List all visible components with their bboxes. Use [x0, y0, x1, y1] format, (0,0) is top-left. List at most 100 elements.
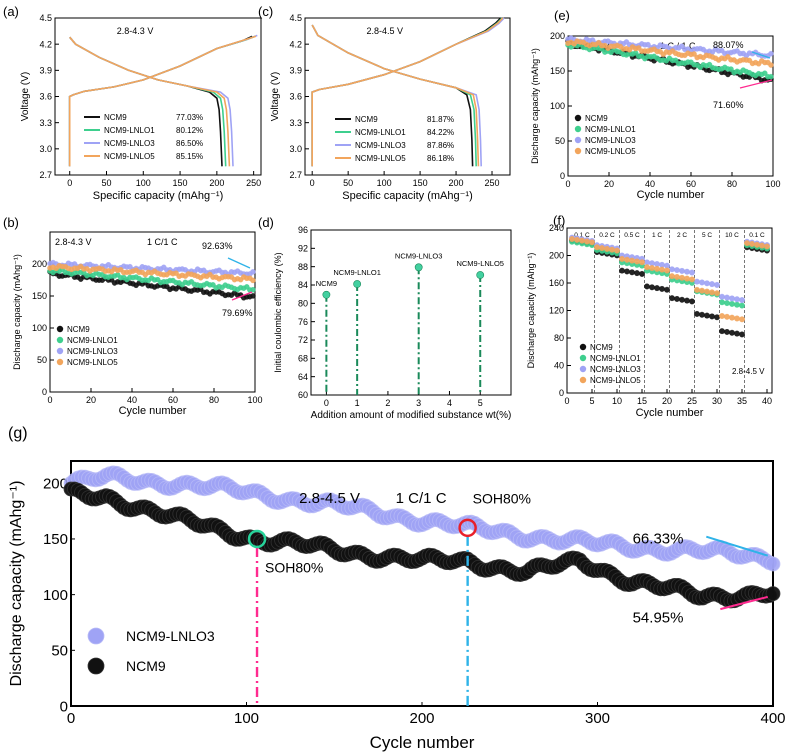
voltage-window: 2.8-4.5 V: [732, 367, 765, 376]
annotation-arrow: [720, 595, 768, 611]
soh-marker: [458, 518, 477, 538]
y-tick-label: 60: [298, 390, 308, 400]
panel-label: (a): [3, 4, 19, 19]
data-point: [699, 311, 705, 318]
legend-name: NCM9-LNLO3: [104, 139, 155, 148]
x-tick-label: 200: [449, 178, 464, 188]
rate-label: 0.1 C: [749, 232, 765, 239]
data-point: [614, 247, 620, 254]
data-point: [659, 285, 665, 292]
data-point: [684, 275, 690, 282]
x-tick-label: 150: [173, 178, 188, 188]
annotation-arrow: [706, 535, 769, 557]
retention-label: 54.95%: [633, 609, 684, 626]
data-point: [734, 330, 740, 337]
efficiency-point: [476, 271, 485, 279]
rate-label: 0.5 C: [624, 232, 640, 239]
legend-value: 80.12%: [176, 126, 203, 135]
data-point: [579, 237, 585, 244]
legend-marker: [574, 147, 582, 155]
y-tick-label: 4.5: [289, 13, 302, 23]
legend-marker: [574, 125, 582, 133]
data-point: [759, 242, 765, 249]
legend-marker: [87, 627, 105, 645]
data-point: [629, 269, 635, 276]
y-tick-label: 3.3: [39, 118, 52, 128]
panel-label: (e): [554, 8, 570, 23]
data-point: [739, 297, 745, 303]
y-tick-label: 0: [42, 387, 47, 397]
x-tick-label: 0: [67, 178, 72, 188]
x-tick-label: 0: [565, 179, 570, 189]
x-tick-label: 5: [589, 396, 594, 406]
data-point: [669, 266, 675, 273]
data-point: [689, 276, 695, 283]
y-tick-label: 150: [43, 531, 68, 548]
data-point: [250, 287, 256, 293]
legend-marker: [579, 354, 587, 362]
panel-f: 0 5 10 15 20 25 30 35 40 0 40 80 120 160 200 240 Cycle n…: [526, 213, 773, 419]
plot-frame: [304, 17, 511, 176]
annotation-arrow: [739, 79, 773, 89]
data-point: [619, 255, 625, 262]
discharge-curve: [69, 36, 231, 167]
data-point: [719, 299, 725, 306]
data-point: [684, 268, 690, 275]
x-tick-label: 20: [86, 395, 96, 405]
x-tick-label: 200: [409, 710, 434, 727]
y-tick-label: 2.7: [39, 170, 52, 180]
rate-label: 1 C: [652, 232, 662, 239]
data-point: [569, 236, 575, 242]
x-axis-label: Specific capacity (mAhg⁻¹): [342, 190, 473, 202]
rate-label: 1 C/1 C: [396, 490, 447, 507]
legend-value: 86.50%: [176, 139, 203, 148]
soh-marker: [247, 529, 267, 549]
data-point: [739, 331, 745, 338]
retention-label: 92.63%: [202, 241, 233, 251]
plot-frame: [49, 231, 256, 393]
data-point: [719, 293, 725, 300]
data-point: [694, 310, 700, 317]
charge-curve: [311, 17, 504, 167]
y-tick-label: 2.7: [289, 170, 302, 180]
x-axis-label: Cycle number: [370, 733, 475, 752]
point-label: NCM9-LNLO5: [456, 259, 504, 268]
data-point: [639, 259, 645, 266]
plot-frame: [310, 229, 512, 396]
y-axis-label: Voltage (V): [270, 72, 281, 121]
x-axis-label: Cycle number: [637, 189, 705, 201]
y-tick-label: 92: [298, 243, 308, 253]
charge-curve: [68, 35, 257, 167]
panel-c: 0 50 100 150 200 250 2.7 3.0 3.3 3.6 3.9 4.2 4.5 Spec…: [258, 4, 511, 202]
legend-name: NCM9-LNLO3: [585, 136, 636, 145]
data-point: [694, 286, 700, 293]
rate-label: 1 C/1 C: [147, 237, 178, 247]
x-tick-label: 30: [712, 396, 722, 406]
x-tick-label: 20: [662, 396, 672, 406]
x-axis-label: Addition amount of modified substance wt…: [311, 410, 512, 421]
legend-marker: [579, 365, 587, 373]
legend-name: NCM9: [355, 115, 378, 124]
legend-name: NCM9: [104, 113, 127, 122]
plot-frame: [54, 17, 262, 176]
soh-label: SOH80%: [265, 559, 323, 575]
y-tick-label: 100: [43, 587, 68, 604]
panel-label: (f): [553, 213, 565, 228]
y-tick-label: 160: [549, 278, 564, 288]
y-tick-label: 100: [32, 323, 47, 333]
x-tick-label: 60: [168, 395, 178, 405]
data-point: [679, 274, 685, 281]
legend-value: 77.03%: [176, 113, 203, 122]
y-tick-label: 64: [298, 372, 308, 382]
panel-label: (c): [258, 4, 273, 19]
point-label: NCM9-LNLO3: [395, 251, 443, 260]
x-tick-label: 10: [612, 396, 622, 406]
x-tick-label: 100: [377, 178, 392, 188]
y-tick-label: 3.0: [39, 144, 52, 154]
panel-d: 0 1 2 3 4 5 60 64 68 72 76 80 84 88 92 96 Addition amoun…: [258, 215, 512, 421]
data-point: [694, 278, 700, 285]
legend-marker: [574, 136, 582, 144]
data-point: [669, 295, 675, 302]
data-point: [719, 313, 725, 319]
